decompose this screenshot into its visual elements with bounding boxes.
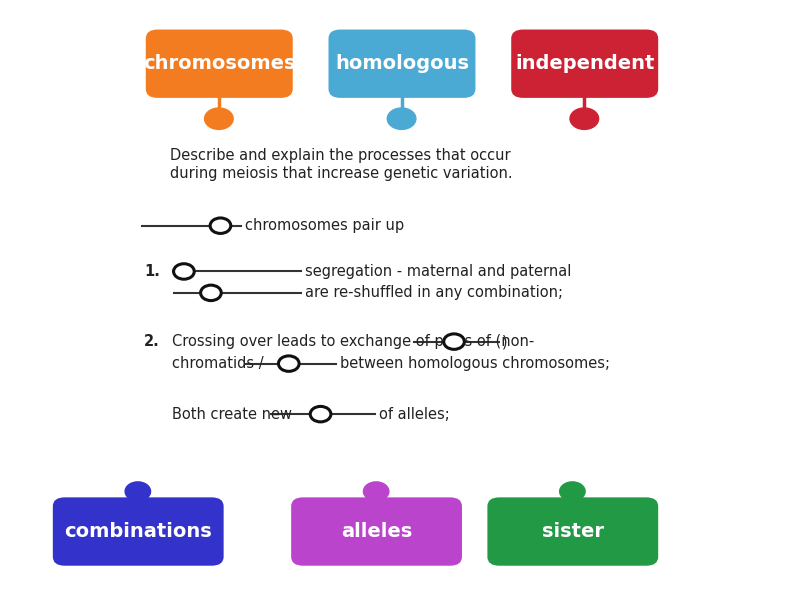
Circle shape [210,218,230,233]
Text: are re-shuffled in any combination;: are re-shuffled in any combination; [305,286,562,301]
Text: alleles: alleles [341,522,412,541]
Text: segregation - maternal and paternal: segregation - maternal and paternal [305,264,571,279]
Circle shape [387,108,416,130]
Text: chromosomes pair up: chromosomes pair up [245,218,404,233]
Text: Both create new: Both create new [172,407,292,422]
Text: between homologous chromosomes;: between homologous chromosomes; [341,356,610,371]
FancyBboxPatch shape [487,497,658,566]
Text: of alleles;: of alleles; [378,407,450,422]
Text: 1.: 1. [144,264,160,279]
Text: 2.: 2. [144,334,160,349]
FancyBboxPatch shape [146,29,293,98]
Circle shape [205,108,233,130]
Circle shape [174,264,194,279]
Circle shape [278,356,299,371]
Text: homologous: homologous [335,54,469,73]
Circle shape [444,334,464,349]
Circle shape [363,482,389,501]
Text: chromosomes: chromosomes [143,54,295,73]
Text: independent: independent [515,54,654,73]
Circle shape [125,482,150,501]
Circle shape [570,108,598,130]
Text: combinations: combinations [64,522,212,541]
Text: sister: sister [542,522,604,541]
Circle shape [310,406,331,422]
FancyBboxPatch shape [329,29,475,98]
Text: chromatids /: chromatids / [172,356,264,371]
Text: ): ) [502,334,507,349]
Circle shape [560,482,585,501]
Text: Crossing over leads to exchange of parts of (non-: Crossing over leads to exchange of parts… [172,334,534,349]
FancyBboxPatch shape [53,497,224,566]
FancyBboxPatch shape [291,497,462,566]
Text: Describe and explain the processes that occur
during meiosis that increase genet: Describe and explain the processes that … [170,148,512,181]
Circle shape [201,285,222,301]
FancyBboxPatch shape [511,29,658,98]
